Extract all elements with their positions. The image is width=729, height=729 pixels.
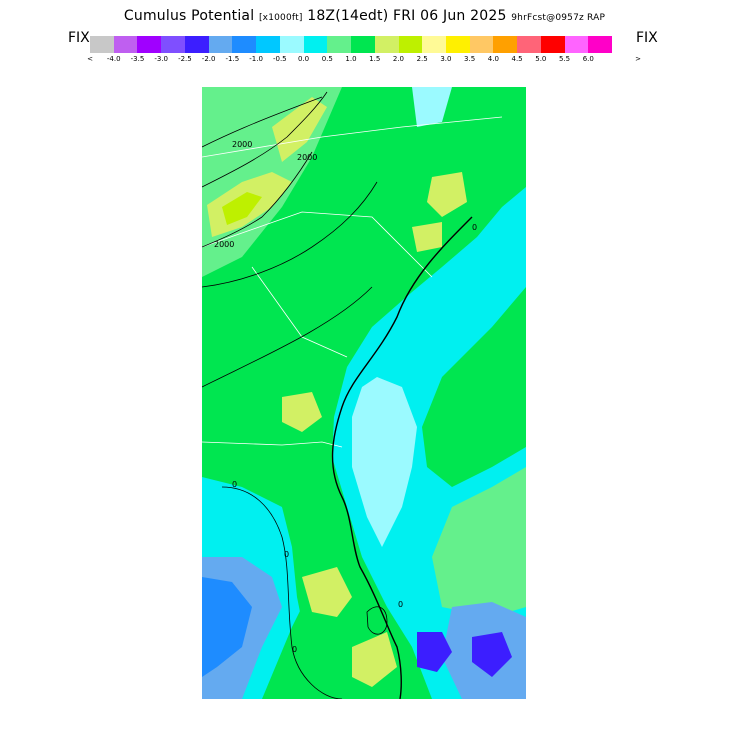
contours xyxy=(202,91,473,699)
state-border-va-nc xyxy=(202,116,503,158)
field-fill xyxy=(202,87,526,699)
legend-swatch xyxy=(540,36,565,53)
legend-swatch xyxy=(256,36,280,53)
cumulus-potential-map: 2000 2000 2000 0 0 0 0 0 xyxy=(202,87,526,699)
ridge-north xyxy=(272,97,327,162)
legend-swatch xyxy=(422,36,447,53)
ridge-peak xyxy=(222,192,262,225)
legend-swatch xyxy=(327,36,352,53)
contour-label: 2000 xyxy=(232,140,252,149)
legend-tick-label: -2.0 xyxy=(201,55,216,63)
legend-tick-label: -3.5 xyxy=(130,55,145,63)
fix-right-label: FIX xyxy=(636,30,658,46)
legend-tick-label: 4.0 xyxy=(487,55,499,63)
contour-label: 0 xyxy=(232,480,237,489)
title-forecast: 9hrFcst@0957z RAP xyxy=(511,13,606,23)
legend-tick-label: -1.0 xyxy=(249,55,263,63)
legend-tick-label: 1.5 xyxy=(369,55,381,63)
contour-label: 0 xyxy=(284,550,289,559)
legend-swatch xyxy=(232,36,257,53)
right-arrow-icon: > xyxy=(635,55,641,63)
georgia-yellow xyxy=(282,392,322,432)
legend-swatch xyxy=(564,36,589,53)
title-units: [x1000ft] xyxy=(258,13,303,23)
contour-line-7 xyxy=(221,486,343,699)
contour-line-5 xyxy=(202,286,373,388)
chart-title: Cumulus Potential [x1000ft] 18Z(14edt) F… xyxy=(0,8,729,24)
offshore-band xyxy=(432,467,526,617)
left-arrow-icon: < xyxy=(87,55,93,63)
florida-yellow xyxy=(302,567,352,617)
legend-tick-label: -0.5 xyxy=(272,55,287,63)
legend-swatch xyxy=(137,36,162,53)
legend-tick-label: -2.5 xyxy=(178,55,192,63)
contour-label: 0 xyxy=(292,645,297,654)
legend-tick-label: 5.5 xyxy=(558,55,571,63)
contour-line-4 xyxy=(202,181,378,288)
fix-left-label: FIX xyxy=(68,30,90,46)
legend-tick-label: 1.0 xyxy=(345,55,357,63)
gulf-stream-band xyxy=(422,287,526,487)
legend-tick-label: 6.0 xyxy=(582,55,594,63)
legend-swatch xyxy=(184,36,209,53)
ocean-light xyxy=(352,377,417,547)
legend-tick-label: -4.0 xyxy=(106,55,121,63)
legend-tick-label: 2.5 xyxy=(416,55,428,63)
legend-tick-label: 0.5 xyxy=(321,55,333,63)
color-legend xyxy=(90,36,613,53)
title-main: Cumulus Potential xyxy=(123,8,255,24)
legend-swatch xyxy=(303,36,328,53)
legend-swatch xyxy=(446,36,470,53)
contour-labels: 2000 2000 2000 0 0 0 0 0 xyxy=(214,140,477,654)
coast-yellow xyxy=(412,222,442,252)
title-time: 18Z(14edt) FRI 06 Jun 2025 xyxy=(307,8,507,24)
contour-line-6 xyxy=(331,216,473,699)
legend-swatch xyxy=(469,36,494,53)
legend-swatch xyxy=(517,36,541,53)
legend-ticks: < > -4.0 -3.5 -3.0 -2.5 -2.0 -1.5 -1.0 -0.5 0.0 0… xyxy=(82,55,642,67)
east-dark xyxy=(417,632,452,672)
carolina-yellow xyxy=(427,172,467,217)
legend-swatch xyxy=(588,36,613,53)
legend-swatch xyxy=(493,36,518,53)
contour-label: 0 xyxy=(398,600,403,609)
legend-swatch xyxy=(161,36,185,53)
gulf-dark xyxy=(202,577,252,677)
contour-line-1 xyxy=(202,96,323,148)
legend-swatch xyxy=(279,36,304,53)
legend-tick-label: 4.5 xyxy=(511,55,523,63)
north-cyan xyxy=(412,87,452,127)
legend-swatch xyxy=(374,36,399,53)
legend-tick-label: -1.5 xyxy=(225,55,240,63)
state-border-nc-sc xyxy=(202,211,433,278)
contour-line-8 xyxy=(366,606,388,635)
legend-tick-label: 0.0 xyxy=(297,55,310,63)
contour-line-3 xyxy=(202,151,313,248)
legend-swatch xyxy=(351,36,375,53)
legend-tick-label: 5.0 xyxy=(535,55,547,63)
legend-swatch xyxy=(208,36,233,53)
legend-swatch xyxy=(398,36,423,53)
state-border-ga-fl xyxy=(202,441,343,448)
contour-line-2 xyxy=(202,91,328,188)
contour-label: 0 xyxy=(472,223,477,232)
florida-yellow-2 xyxy=(352,632,397,687)
east-dark-2 xyxy=(472,632,512,677)
contour-label: 2000 xyxy=(214,240,234,249)
legend-tick-label: 2.0 xyxy=(392,55,405,63)
legend-tick-label: -3.0 xyxy=(154,55,169,63)
legend-tick-label: 3.5 xyxy=(464,55,476,63)
legend-swatch xyxy=(113,36,138,53)
legend-swatch xyxy=(90,36,114,53)
contour-label: 2000 xyxy=(297,153,317,162)
legend-tick-label: 3.0 xyxy=(440,55,452,63)
